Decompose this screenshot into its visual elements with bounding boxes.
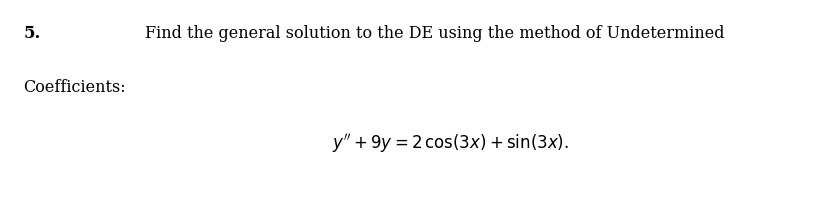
Text: $y'' + 9y = 2\,\cos(3x) + \sin(3x).$: $y'' + 9y = 2\,\cos(3x) + \sin(3x).$ <box>331 132 568 155</box>
Text: Find the general solution to the DE using the method of Undetermined: Find the general solution to the DE usin… <box>145 25 724 42</box>
Text: Coefficients:: Coefficients: <box>23 78 126 95</box>
Text: 5.: 5. <box>23 25 41 42</box>
